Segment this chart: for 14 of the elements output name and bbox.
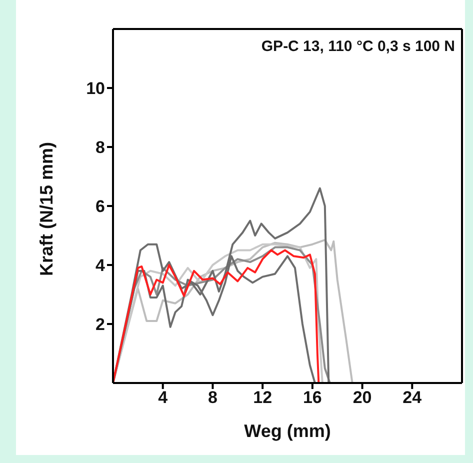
x-tick-label: 24	[402, 388, 422, 408]
x-axis-title: Weg (mm)	[244, 421, 331, 441]
y-axis-title: Kraft (N/15 mm)	[36, 142, 56, 276]
y-tick-label: 4	[96, 256, 106, 276]
annotation: GP-C 13, 110 °C 0,3 s 100 N	[261, 38, 455, 55]
x-tick-label: 4	[158, 388, 168, 408]
y-tick-label: 10	[86, 79, 105, 98]
x-tick-label: 20	[352, 388, 372, 408]
x-tick-label: 8	[208, 388, 218, 408]
y-tick-label: 8	[96, 138, 105, 158]
x-tick-label: 16	[302, 388, 322, 408]
y-tick-label: 2	[96, 315, 105, 334]
x-tick-label: 12	[253, 388, 272, 408]
y-tick-label: 6	[96, 197, 105, 216]
